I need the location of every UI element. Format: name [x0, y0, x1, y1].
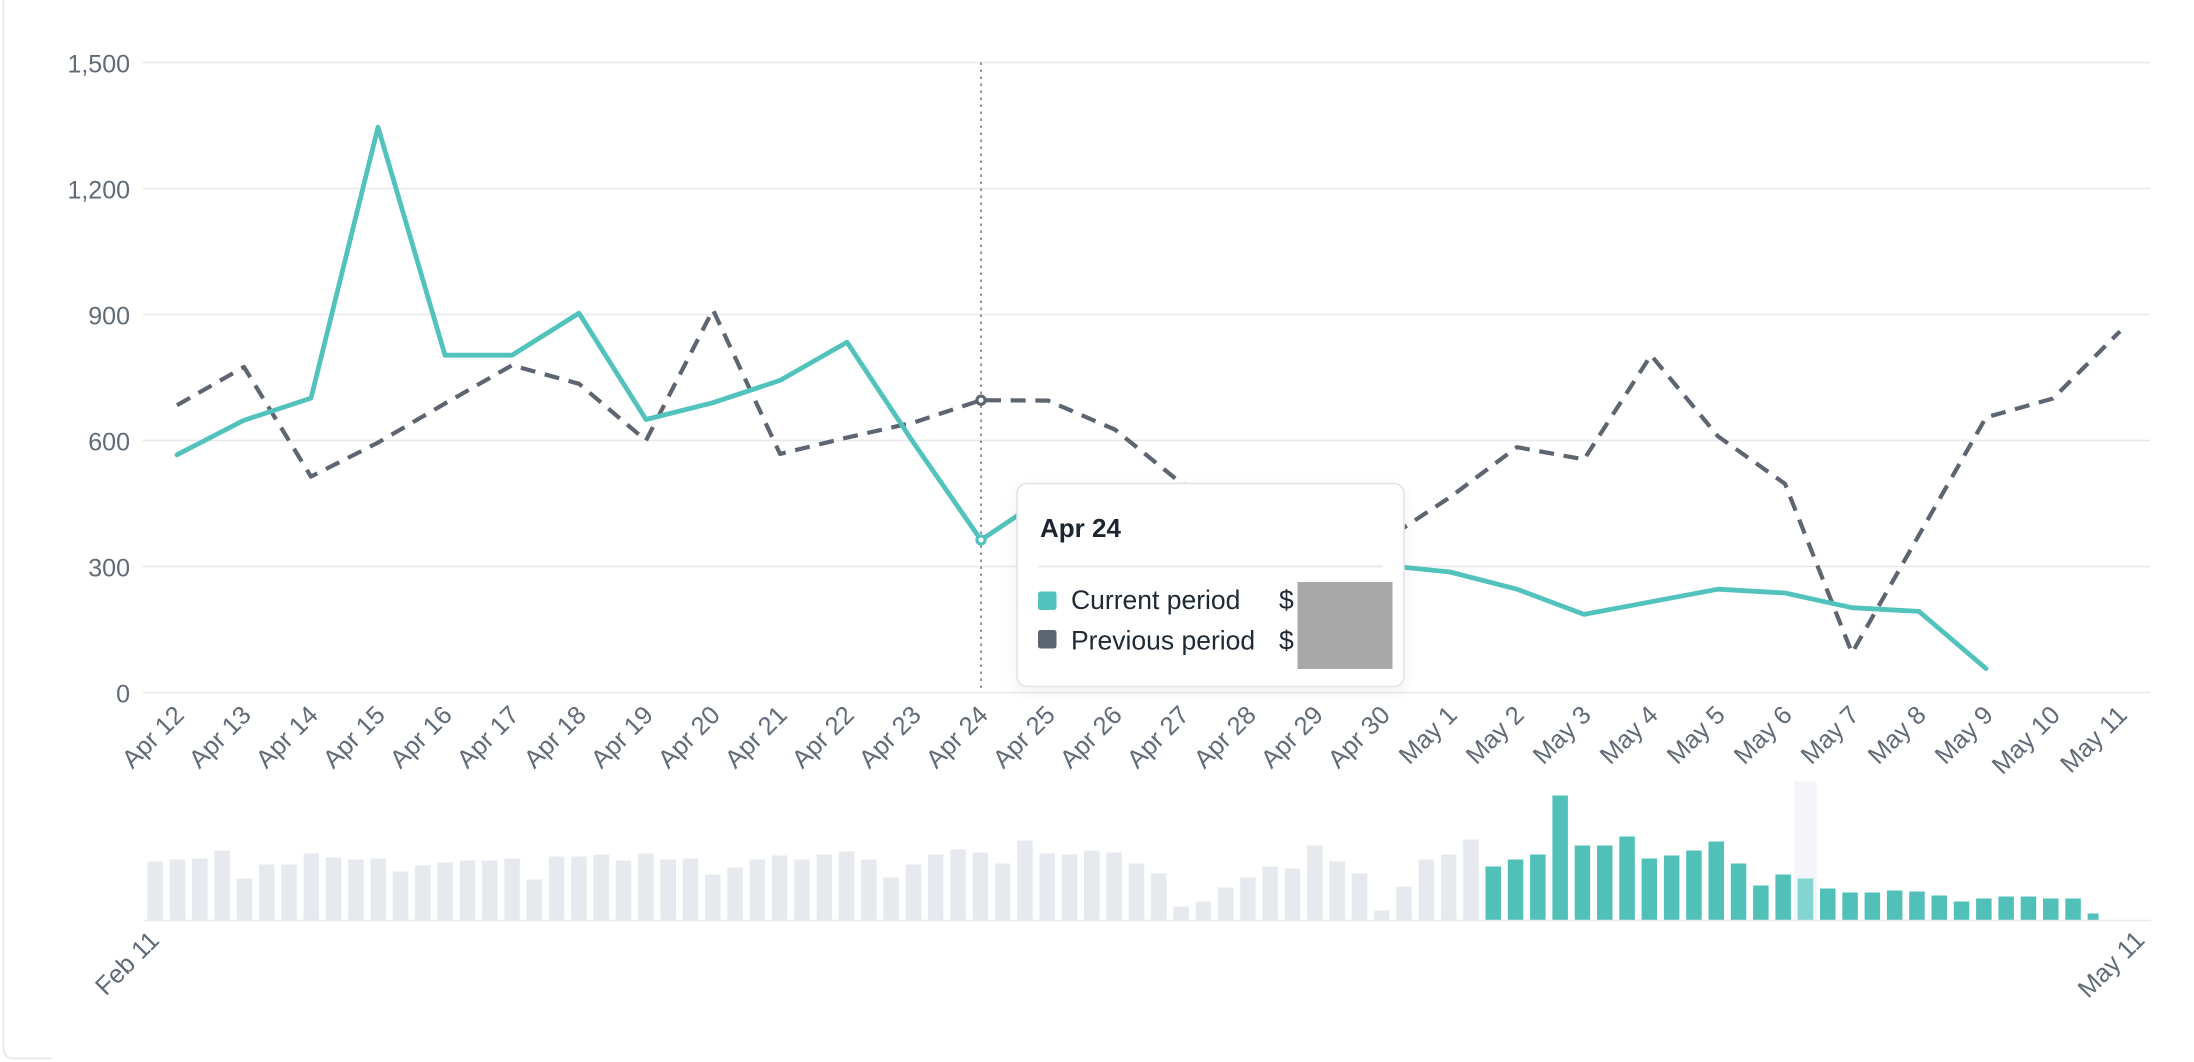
svg-text:1,200: 1,200 [67, 177, 130, 205]
svg-text:1,500: 1,500 [67, 51, 130, 79]
svg-text:Current period: Current period [1071, 585, 1240, 615]
svg-text:0: 0 [116, 681, 130, 709]
svg-text:Previous period: Previous period [1071, 626, 1255, 656]
svg-text:300: 300 [88, 555, 130, 583]
svg-text:Apr 24: Apr 24 [1040, 513, 1121, 543]
svg-text:$: $ [1279, 626, 1294, 656]
svg-text:900: 900 [88, 303, 130, 331]
svg-text:$: $ [1279, 585, 1294, 615]
svg-text:600: 600 [88, 429, 130, 457]
